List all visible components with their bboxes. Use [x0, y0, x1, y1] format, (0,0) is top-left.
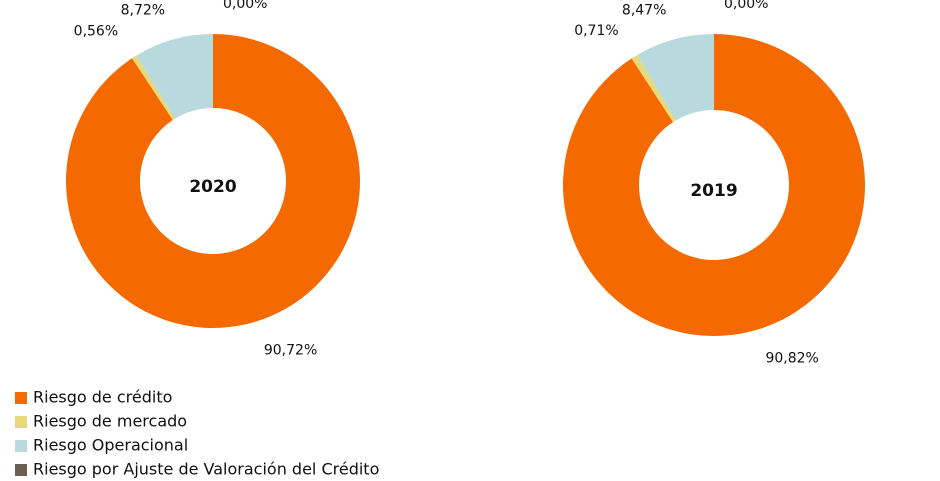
legend-label: Riesgo Operacional	[33, 436, 188, 455]
legend-swatch	[15, 464, 27, 476]
donut-slice	[132, 55, 175, 121]
slice-label: 0,00%	[724, 0, 768, 12]
legend-label: Riesgo de mercado	[33, 412, 187, 431]
center-label: 2020	[189, 177, 236, 197]
slice-label: 8,47%	[622, 2, 666, 18]
donut-slice	[136, 34, 213, 119]
legend-label: Riesgo de crédito	[33, 388, 172, 407]
legend-swatch	[15, 392, 27, 404]
legend-swatch	[15, 440, 27, 452]
donut-slice	[563, 34, 866, 336]
slice-label: 90,72%	[264, 343, 317, 359]
slice-label: 90,82%	[765, 351, 818, 367]
donut-slice	[65, 34, 361, 328]
center-label: 2019	[690, 181, 737, 201]
legend-swatch	[15, 416, 27, 428]
donut-slice	[637, 34, 714, 121]
legend-label: Riesgo por Ajuste de Valoración del Créd…	[33, 460, 379, 479]
slice-label: 0,00%	[223, 0, 267, 12]
slice-label: 0,71%	[574, 23, 618, 39]
slice-label: 8,72%	[121, 3, 165, 19]
slice-label: 0,56%	[74, 24, 118, 40]
donut-slice	[631, 54, 676, 123]
